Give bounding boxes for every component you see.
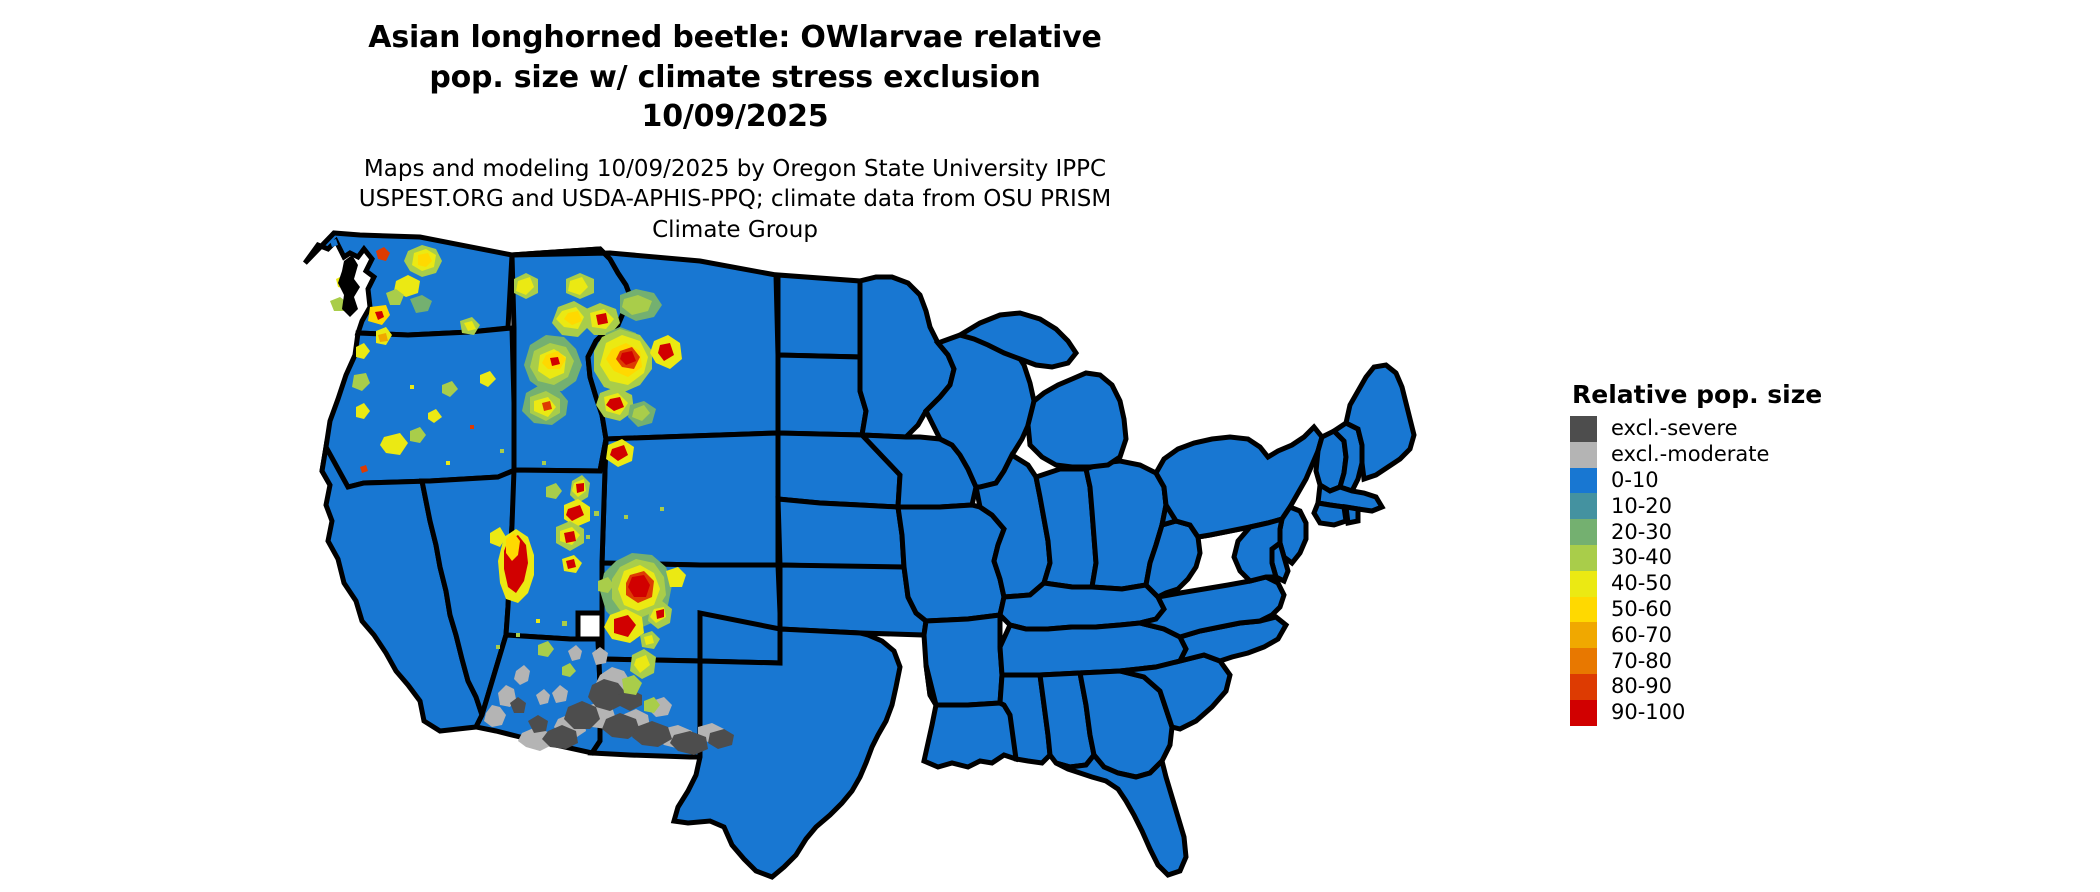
legend-item: 30-40 bbox=[1570, 544, 1970, 571]
legend-color-swatch bbox=[1570, 441, 1597, 468]
legend-item-list: excl.-severe excl.-moderate 0-10 10-20 20-30… bbox=[1570, 416, 1970, 726]
state-maine bbox=[1343, 362, 1417, 483]
page-title-line-1: Asian longhorned beetle: OWlarvae relati… bbox=[368, 20, 1102, 95]
state-kansas bbox=[775, 496, 907, 570]
state-mississippi bbox=[997, 672, 1053, 766]
legend-item-label: 30-40 bbox=[1611, 545, 1673, 570]
map-svg bbox=[302, 230, 1417, 880]
page-subtitle: Maps and modeling 10/09/2025 by Oregon S… bbox=[315, 154, 1155, 246]
legend-item: 20-30 bbox=[1570, 519, 1970, 545]
raster-utah bbox=[546, 475, 590, 573]
legend-item: 70-80 bbox=[1570, 648, 1970, 674]
legend-item: excl.-moderate bbox=[1570, 441, 1970, 468]
raster-wyoming bbox=[594, 329, 682, 467]
legend-item: 80-90 bbox=[1570, 673, 1970, 700]
state-virginia bbox=[1139, 574, 1287, 640]
legend-item-label: 90-100 bbox=[1611, 700, 1686, 725]
legend-color-swatch bbox=[1570, 699, 1597, 726]
state-west-virginia bbox=[1143, 518, 1203, 601]
state-michigan-lower bbox=[1025, 370, 1129, 470]
state-rhode-island bbox=[1343, 503, 1361, 526]
legend-color-swatch bbox=[1570, 544, 1597, 571]
state-texas bbox=[670, 626, 903, 880]
page-subtitle-line-2: USDA-APHIS-PPQ; climate data from OSU PR… bbox=[561, 186, 1112, 243]
state-florida bbox=[1054, 751, 1189, 878]
legend-title: Relative pop. size bbox=[1572, 380, 1823, 409]
raster-idaho bbox=[514, 273, 590, 425]
raster-scattered-pixels bbox=[410, 385, 664, 649]
us-choropleth-map bbox=[300, 215, 1500, 880]
legend-item: 90-100 bbox=[1570, 699, 1970, 726]
legend-color-swatch bbox=[1570, 416, 1597, 442]
state-maryland bbox=[1231, 515, 1286, 584]
raster-colorado bbox=[598, 553, 686, 649]
legend-item-label: excl.-moderate bbox=[1611, 442, 1770, 467]
legend-item-label: 60-70 bbox=[1611, 622, 1673, 647]
legend-item: 10-20 bbox=[1570, 493, 1970, 520]
legend-color-swatch bbox=[1570, 519, 1597, 545]
legend-color-swatch bbox=[1570, 622, 1597, 649]
legend-item: excl.-severe bbox=[1570, 416, 1970, 442]
legend-item-label: excl.-severe bbox=[1611, 416, 1738, 441]
legend-item: 60-70 bbox=[1570, 622, 1970, 649]
legend-color-swatch bbox=[1570, 596, 1597, 623]
legend-item: 40-50 bbox=[1570, 570, 1970, 597]
map-layer-states bbox=[302, 230, 1417, 880]
legend-item-label: 20-30 bbox=[1611, 519, 1673, 544]
legend-item: 50-60 bbox=[1570, 596, 1970, 623]
relative-population-raster bbox=[330, 245, 686, 713]
state-north-dakota bbox=[775, 272, 863, 360]
legend-item-label: 80-90 bbox=[1611, 674, 1673, 699]
legend-item-label: 0-10 bbox=[1611, 467, 1659, 492]
exclusion-severe-patches bbox=[510, 679, 734, 755]
legend-item-label: 10-20 bbox=[1611, 493, 1673, 518]
state-missouri bbox=[895, 502, 1007, 624]
page-title-line-2: stress exclusion 10/09/2025 bbox=[641, 59, 1041, 135]
exclusion-overlay bbox=[484, 645, 734, 755]
page-title: Asian longhorned beetle: OWlarvae relati… bbox=[335, 18, 1135, 137]
legend-item-label: 40-50 bbox=[1611, 571, 1673, 596]
state-connecticut bbox=[1311, 500, 1349, 528]
raster-nevada bbox=[490, 527, 534, 603]
legend-item-label: 50-60 bbox=[1611, 596, 1673, 621]
legend-color-swatch bbox=[1570, 673, 1597, 700]
legend-color-swatch bbox=[1570, 648, 1597, 674]
map-legend: Relative pop. size excl.-severe excl.-mod… bbox=[1570, 380, 1970, 726]
state-arkansas bbox=[921, 612, 1005, 708]
map-water-features bbox=[330, 239, 360, 317]
legend-color-swatch bbox=[1570, 467, 1597, 494]
page-subtitle-line-1: Maps and modeling 10/09/2025 by Oregon S… bbox=[358, 155, 1107, 213]
state-south-dakota bbox=[775, 352, 869, 438]
legend-color-swatch bbox=[1570, 570, 1597, 597]
legend-item: 0-10 bbox=[1570, 467, 1970, 494]
legend-color-swatch bbox=[1570, 493, 1597, 520]
raster-new-mexico bbox=[622, 649, 660, 713]
raster-cascades-or bbox=[352, 343, 496, 473]
legend-item-label: 70-80 bbox=[1611, 648, 1673, 673]
raster-cascades-wa bbox=[330, 245, 480, 345]
raster-arizona bbox=[538, 641, 576, 677]
title-block: Asian longhorned beetle: OWlarvae relati… bbox=[0, 0, 1470, 246]
state-oregon bbox=[319, 325, 518, 490]
state-michigan-upper bbox=[953, 310, 1080, 370]
